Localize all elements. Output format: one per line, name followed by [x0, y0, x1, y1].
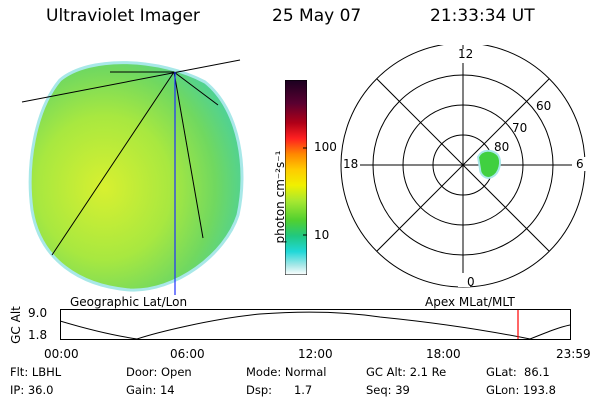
colorbar: [284, 79, 308, 276]
altitude-ymax-label: 9.0: [28, 306, 48, 320]
altitude-plot: [60, 309, 571, 340]
status-glat: GLat: 86.1: [486, 365, 550, 379]
mlat-label-60: 60: [536, 99, 552, 113]
altitude-curve: [60, 311, 571, 340]
time-tick-1800: 18:00: [426, 347, 461, 361]
mlt-label-18: 18: [343, 157, 359, 171]
mlat-label-80: 80: [494, 140, 510, 154]
status-dsp: Dsp: 1.7: [246, 383, 313, 397]
colorbar-unit-label: photon cm⁻²s⁻¹: [273, 150, 287, 244]
time-tick-1200: 12:00: [298, 347, 333, 361]
instrument-title: Ultraviolet Imager: [46, 6, 200, 26]
aurora-oval-polar: [476, 149, 501, 179]
geo-panel-label: Geographic Lat/Lon: [70, 295, 188, 309]
observation-date: 25 May 07: [272, 6, 362, 26]
time-tick-0600: 06:00: [170, 347, 205, 361]
polar-plot: [340, 45, 586, 288]
status-seq: Seq: 39: [366, 383, 410, 397]
observation-time: 21:33:34 UT: [430, 6, 535, 26]
status-gain: Gain: 14: [126, 383, 175, 397]
colorbar-tick-10: 10: [314, 228, 330, 242]
mlt-line-diag2: [376, 78, 550, 252]
geo-grid-lines: [21, 59, 241, 256]
status-filter: Flt: LBHL: [10, 365, 62, 379]
status-mode: Mode: Normal: [246, 365, 327, 379]
polar-panel-label: Apex MLat/MLT: [425, 295, 515, 309]
status-door: Door: Open: [126, 365, 192, 379]
colorbar-tick-100: 100: [314, 140, 337, 154]
mlt-label-6: 6: [576, 157, 584, 171]
status-ip: IP: 36.0: [10, 383, 54, 397]
aurora-disk: [28, 61, 244, 292]
mlt-label-0: 0: [467, 275, 475, 289]
status-gc-alt: GC Alt: 2.1 Re: [366, 365, 447, 379]
geographic-image: [21, 59, 244, 295]
time-tick-2359: 23:59: [556, 347, 591, 361]
altitude-ymin-label: 1.8: [28, 328, 48, 342]
status-glon: GLon: 193.8: [486, 383, 556, 397]
time-tick-0000: 00:00: [44, 347, 79, 361]
mlat-label-70: 70: [512, 121, 528, 135]
altitude-axis-label: GC Alt: [9, 306, 23, 344]
mlt-label-12: 12: [458, 47, 474, 61]
